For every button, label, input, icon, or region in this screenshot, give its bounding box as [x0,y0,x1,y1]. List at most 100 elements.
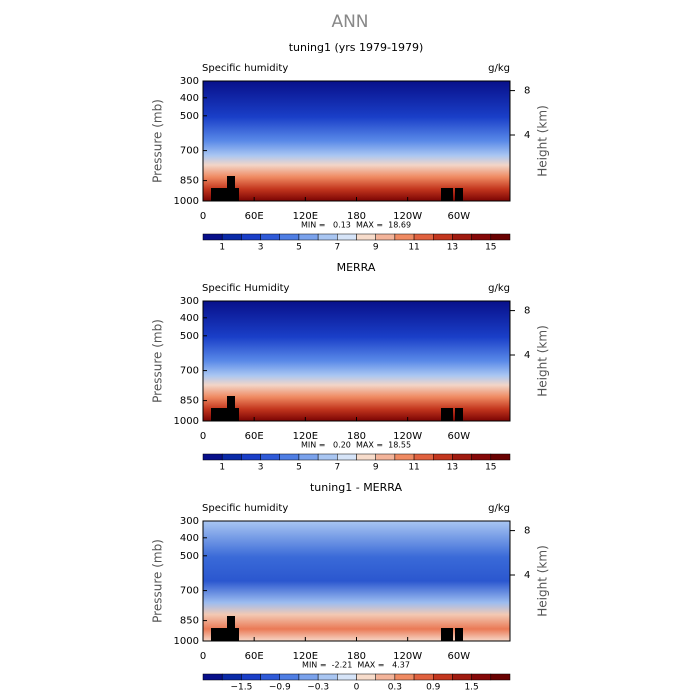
colorbar-label: 13 [447,243,458,253]
colorbar-cell [317,673,338,681]
terrain [227,616,235,641]
colorbar-cell [433,673,453,681]
terrain [211,188,219,201]
colorbar-label: 3 [258,243,264,253]
colorbar-cell [241,673,261,681]
colorbar-cell [471,673,492,681]
y-tick-label: 850 [180,616,199,627]
x-tick-label: 120W [393,211,422,222]
colorbar-label: 11 [408,463,419,473]
panel-title: tuning1 (yrs 1979-1979) [289,41,424,54]
colorbar-label: 1.5 [464,683,478,693]
colorbar-label: 7 [334,463,340,473]
x-tick-label: 60W [448,651,471,662]
colorbar-cell [452,673,472,681]
terrain [455,628,463,641]
x-tick-label: 0 [200,651,206,662]
colorbar-label: 3 [258,463,264,473]
colorbar-cell [375,673,396,681]
y2-tick-label: 8 [524,306,530,317]
stats: MIN = -2.21 MAX = 4.37 [302,661,410,670]
colorbar-label: −1.5 [230,683,252,693]
left-label: Specific humidity [202,503,288,514]
colorbar-cell [202,233,223,241]
contour-field [203,81,510,201]
y2-tick-label: 4 [524,570,530,581]
colorbar-cell [279,673,300,681]
x-tick-label: 180 [347,211,366,222]
colorbar-label: 0.9 [426,683,441,693]
colorbar-label: 0.3 [388,683,402,693]
colorbar-label: 1 [219,463,225,473]
y-tick-label: 400 [180,93,199,104]
y-axis-label: Pressure (mb) [151,539,165,623]
colorbar-cell [394,233,415,241]
colorbar-cell [298,673,319,681]
y-tick-label: 300 [180,516,199,527]
x-tick-label: 60E [245,211,264,222]
colorbar-cell [375,233,396,241]
y2-tick-label: 4 [524,350,530,361]
colorbar-label: −0.9 [269,683,291,693]
colorbar-cell [337,233,357,241]
y2-tick-label: 8 [524,526,530,537]
y-tick-label: 1000 [174,416,199,427]
colorbar-cell [221,673,242,681]
colorbar-label: −0.3 [307,683,329,693]
x-tick-label: 120E [293,651,318,662]
colorbar-cell [471,233,492,241]
colorbar-cell [317,453,338,461]
colorbar-label: 5 [296,463,302,473]
stats: MIN = 0.20 MAX = 18.55 [301,441,411,450]
y-tick-label: 300 [180,296,199,307]
colorbar-cell [260,673,280,681]
colorbar-cell [298,233,319,241]
colorbar-cell [279,453,300,461]
colorbar-cell [394,673,415,681]
terrain [441,628,453,641]
colorbar-cell [337,453,357,461]
colorbar-label: 5 [296,243,302,253]
y-tick-label: 500 [180,551,199,562]
colorbar-label: 9 [373,243,379,253]
colorbar-cell [279,233,300,241]
colorbar-cell [241,233,261,241]
x-tick-label: 60E [245,651,264,662]
y-tick-label: 700 [180,366,199,377]
colorbar-cell [452,233,472,241]
x-tick-label: 60W [448,211,471,222]
colorbar-cell [337,673,357,681]
colorbar-cell [241,453,261,461]
y-tick-label: 400 [180,533,199,544]
y-tick-label: 500 [180,111,199,122]
colorbar-cell [221,453,242,461]
left-label: Specific humidity [202,63,288,74]
x-tick-label: 0 [200,431,206,442]
x-tick-label: 120E [293,431,318,442]
y2-tick-label: 4 [524,130,530,141]
y-axis-label: Pressure (mb) [151,319,165,403]
colorbar-cell [413,453,434,461]
panel-title: MERRA [337,261,376,274]
y-axis-label: Pressure (mb) [151,99,165,183]
terrain [227,176,235,201]
colorbar-cell [260,233,280,241]
y-tick-label: 700 [180,586,199,597]
stats: MIN = 0.13 MAX = 18.69 [301,221,411,230]
terrain [211,628,219,641]
colorbar-cell [433,453,453,461]
units: g/kg [488,283,510,294]
colorbar-label: 1 [219,243,225,253]
colorbar-cell [202,673,223,681]
x-tick-label: 180 [347,651,366,662]
colorbar-label: 15 [485,463,496,473]
colorbar-cell [260,453,280,461]
y-tick-label: 700 [180,146,199,157]
colorbar-label: 0 [354,683,360,693]
colorbar-label: 15 [485,243,496,253]
colorbar-label: 9 [373,463,379,473]
y-tick-label: 1000 [174,196,199,207]
y2-axis-label: Height (km) [536,105,550,176]
colorbar-cell [356,453,376,461]
